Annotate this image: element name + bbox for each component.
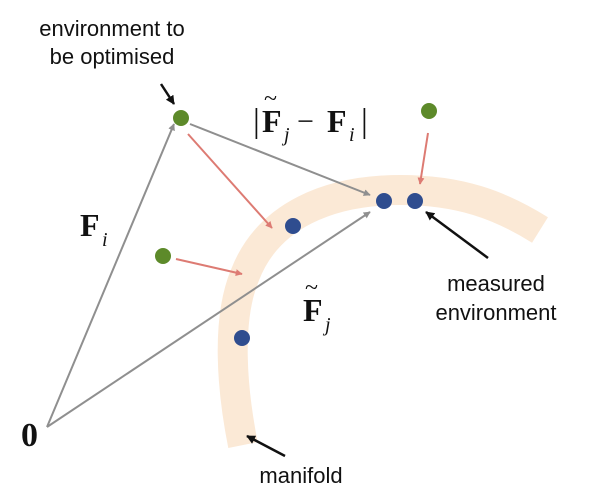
manifold-band xyxy=(217,174,548,448)
vector-Fj-arrow xyxy=(46,211,371,428)
measured-label-line2: environment xyxy=(435,300,556,325)
vector-Fi-arrow xyxy=(46,123,175,428)
distance-minus: − xyxy=(297,105,314,138)
Fj-tilde: ~ xyxy=(305,275,318,301)
Fi-sub-i: i xyxy=(102,229,108,251)
Fj-sub-j: j xyxy=(322,314,331,336)
green-point-optimised xyxy=(173,110,189,126)
manifold-pointer-arrow xyxy=(246,434,286,458)
env-opt-label-line2: be optimised xyxy=(50,44,175,69)
blue-point-4 xyxy=(234,330,250,346)
Fi-label: F i xyxy=(80,207,108,251)
measured-label-line1: measured xyxy=(447,271,545,296)
distance-F-tilde: F xyxy=(262,103,282,139)
env-opt-label-line1: environment to xyxy=(39,16,185,41)
projection-arrow-2 xyxy=(175,258,243,277)
distance-expression: | F ~ j − F i | xyxy=(253,86,368,146)
origin-label: 0 xyxy=(21,417,38,454)
Fj-label: F ~ j xyxy=(303,275,331,336)
manifold-label: manifold xyxy=(259,463,342,488)
projection-arrow-3 xyxy=(417,132,429,185)
distance-sub-i: i xyxy=(349,124,355,146)
distance-sub-j: j xyxy=(281,124,290,146)
blue-point-3 xyxy=(285,218,301,234)
blue-point-1 xyxy=(376,193,392,209)
distance-close-bar: | xyxy=(361,103,368,140)
distance-tilde: ~ xyxy=(264,86,277,112)
Fi-F: F xyxy=(80,207,100,243)
projection-arrow-1 xyxy=(187,133,273,229)
blue-point-2 xyxy=(407,193,423,209)
env-opt-pointer-arrow xyxy=(159,83,176,105)
distance-open-bar: | xyxy=(253,103,260,140)
green-point-right xyxy=(421,103,437,119)
distance-arrow xyxy=(189,123,371,196)
green-point-left xyxy=(155,248,171,264)
measured-pointer-arrow xyxy=(425,210,489,260)
Fj-F: F xyxy=(303,292,323,328)
distance-F: F xyxy=(327,103,347,139)
